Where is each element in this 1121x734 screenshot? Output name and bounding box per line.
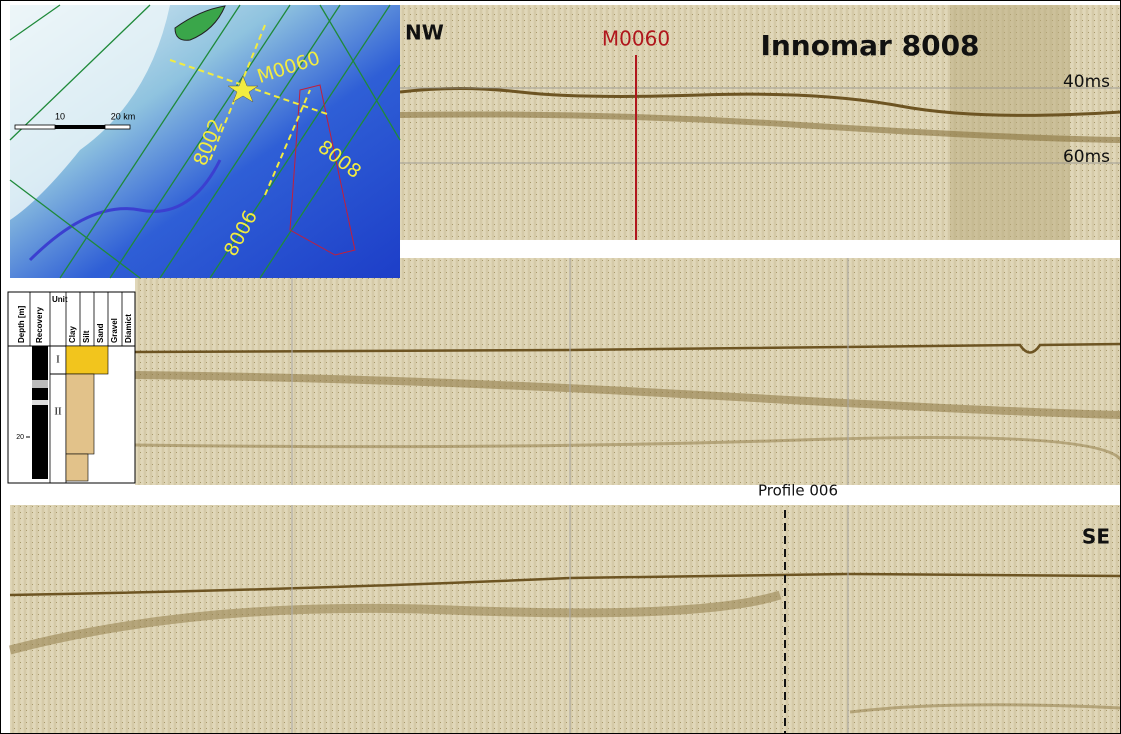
time-label: 60ms	[1063, 147, 1110, 167]
seismic-row-1	[399, 5, 1121, 240]
survey-lines	[9, 4, 401, 279]
reflector	[134, 371, 1121, 419]
core-log	[7, 291, 136, 484]
unit-ii-lithology	[65, 373, 95, 455]
scale-bar	[14, 124, 56, 130]
channel	[28, 159, 222, 262]
seafloor-reflector	[9, 572, 1121, 597]
island	[174, 5, 226, 41]
column-header: Diamict	[124, 314, 133, 343]
map-inset: M0060 8002 8008 8006 10 20 km	[9, 4, 401, 279]
unit-label: I	[56, 354, 60, 366]
site-label: M0060	[602, 27, 670, 51]
reflector	[849, 703, 1121, 714]
land-shallow	[10, 5, 170, 220]
depth-label: 20	[16, 434, 24, 441]
noise-band	[950, 5, 1070, 240]
unit-ii-lithology	[65, 453, 89, 482]
unit-i-lithology	[65, 345, 109, 375]
survey-area	[289, 84, 356, 256]
site-star	[227, 75, 259, 103]
column-header: Clay	[68, 326, 77, 343]
seismic-row-3	[8, 505, 1121, 734]
column-header: Gravel	[110, 318, 119, 343]
seismic-row-2	[134, 258, 1121, 485]
seismic-panel	[135, 258, 1121, 485]
time-label: 40ms	[1063, 72, 1110, 92]
seafloor-reflector	[134, 342, 1121, 354]
unit-label: II	[54, 406, 62, 418]
column-header: Depth [m]	[17, 305, 26, 343]
reflector	[134, 436, 1121, 461]
recovery-gap	[32, 400, 48, 405]
reflector	[399, 111, 1121, 143]
seafloor-reflector	[399, 87, 1121, 117]
se-label: SE	[1082, 525, 1110, 549]
crossing-label: Profile 006	[758, 482, 838, 500]
scale-bar	[104, 124, 131, 130]
scale-label: 10	[55, 111, 65, 121]
column-header: Recovery	[35, 306, 44, 343]
scale-label: 20 km	[111, 111, 136, 121]
column-header: Unit	[52, 295, 68, 304]
reflector	[8, 590, 782, 655]
profile-title: Innomar 8008	[760, 29, 979, 62]
recovery-gap	[32, 380, 48, 388]
core-headers: Depth [m] Recovery Unit Clay Silt Sand G…	[17, 295, 133, 343]
column-header: Sand	[96, 323, 105, 343]
scale-bar	[55, 125, 105, 129]
recovery	[32, 346, 48, 479]
nw-label: NW	[405, 21, 444, 45]
column-header: Silt	[82, 330, 91, 343]
